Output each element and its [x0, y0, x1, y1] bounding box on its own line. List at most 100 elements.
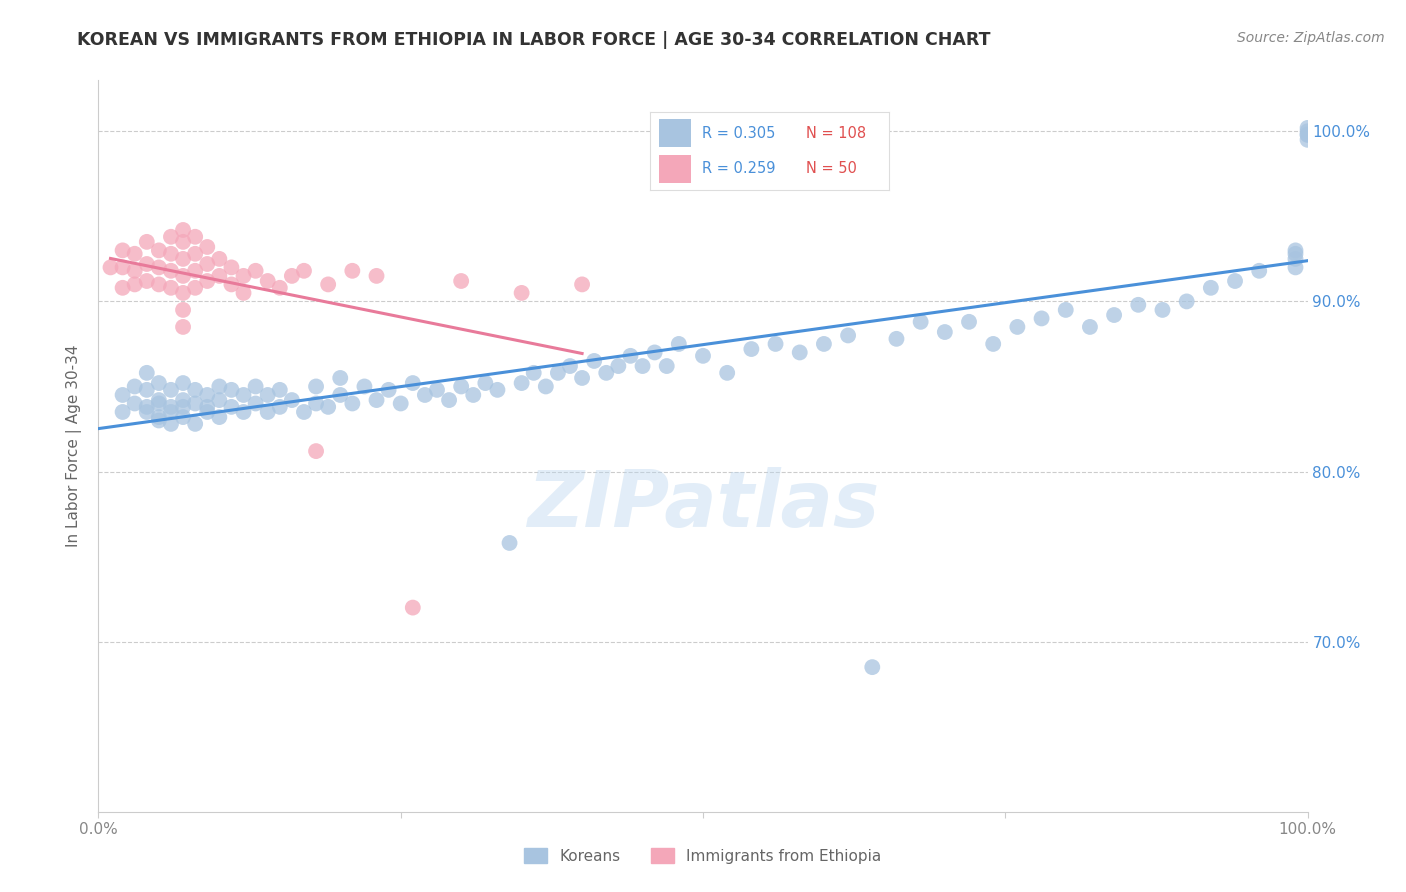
Point [486, 383, 509, 397]
Point [124, 379, 146, 393]
Point [245, 379, 267, 393]
Point [221, 383, 243, 397]
Point [208, 393, 231, 408]
Point [172, 252, 194, 266]
Point [547, 366, 569, 380]
Point [510, 376, 533, 390]
Text: KOREAN VS IMMIGRANTS FROM ETHIOPIA IN LABOR FORCE | AGE 30-34 CORRELATION CHART: KOREAN VS IMMIGRANTS FROM ETHIOPIA IN LA… [77, 31, 991, 49]
Point [329, 371, 352, 385]
Point [135, 235, 157, 249]
Point [256, 388, 278, 402]
Point [413, 388, 436, 402]
Point [305, 379, 328, 393]
Point [583, 354, 606, 368]
Point [655, 359, 678, 373]
Point [221, 400, 243, 414]
Point [1007, 320, 1029, 334]
Point [1152, 302, 1174, 317]
Text: N = 50: N = 50 [806, 161, 856, 176]
Point [172, 285, 194, 300]
Point [172, 320, 194, 334]
Point [292, 405, 315, 419]
Point [450, 274, 472, 288]
Point [232, 285, 254, 300]
Point [111, 281, 134, 295]
Point [172, 268, 194, 283]
Point [111, 388, 134, 402]
Point [534, 379, 557, 393]
Point [124, 277, 146, 292]
Point [124, 396, 146, 410]
Point [111, 405, 134, 419]
Point [366, 393, 388, 408]
Point [668, 337, 690, 351]
Point [402, 600, 425, 615]
Point [377, 383, 399, 397]
Point [1284, 252, 1306, 266]
Point [813, 337, 835, 351]
Point [256, 274, 278, 288]
Point [269, 281, 291, 295]
Point [474, 376, 496, 390]
Text: R = 0.305: R = 0.305 [703, 126, 776, 141]
Point [366, 268, 388, 283]
Point [1296, 128, 1319, 142]
Point [886, 332, 908, 346]
Point [135, 257, 157, 271]
Point [426, 383, 449, 397]
Point [160, 264, 183, 278]
Point [981, 337, 1004, 351]
Point [221, 277, 243, 292]
Point [148, 244, 170, 258]
Point [195, 240, 218, 254]
Point [160, 247, 183, 261]
Point [184, 229, 207, 244]
Point [389, 396, 412, 410]
Point [208, 410, 231, 425]
Point [934, 325, 956, 339]
Point [160, 405, 183, 419]
Point [160, 400, 183, 414]
Point [148, 277, 170, 292]
Point [184, 264, 207, 278]
Point [1102, 308, 1125, 322]
Point [1296, 128, 1319, 142]
Point [450, 379, 472, 393]
Point [195, 388, 218, 402]
Point [1284, 260, 1306, 275]
Point [195, 257, 218, 271]
Point [232, 388, 254, 402]
Point [208, 379, 231, 393]
Point [269, 400, 291, 414]
Point [208, 252, 231, 266]
Point [245, 264, 267, 278]
Point [148, 376, 170, 390]
Point [571, 277, 593, 292]
Point [160, 281, 183, 295]
Point [305, 444, 328, 458]
Point [292, 264, 315, 278]
Point [269, 383, 291, 397]
Point [135, 274, 157, 288]
Point [716, 366, 738, 380]
Point [100, 260, 122, 275]
Point [631, 359, 654, 373]
Point [148, 413, 170, 427]
Point [172, 400, 194, 414]
Point [148, 410, 170, 425]
Point [463, 388, 485, 402]
Legend: Koreans, Immigrants from Ethiopia: Koreans, Immigrants from Ethiopia [519, 842, 887, 870]
Point [1031, 311, 1053, 326]
Point [1296, 124, 1319, 138]
Point [184, 383, 207, 397]
Point [124, 264, 146, 278]
Point [1249, 264, 1271, 278]
Point [437, 393, 460, 408]
Point [305, 396, 328, 410]
Point [184, 281, 207, 295]
Point [619, 349, 641, 363]
Point [160, 383, 183, 397]
Point [148, 393, 170, 408]
Point [1128, 298, 1150, 312]
Point [172, 410, 194, 425]
